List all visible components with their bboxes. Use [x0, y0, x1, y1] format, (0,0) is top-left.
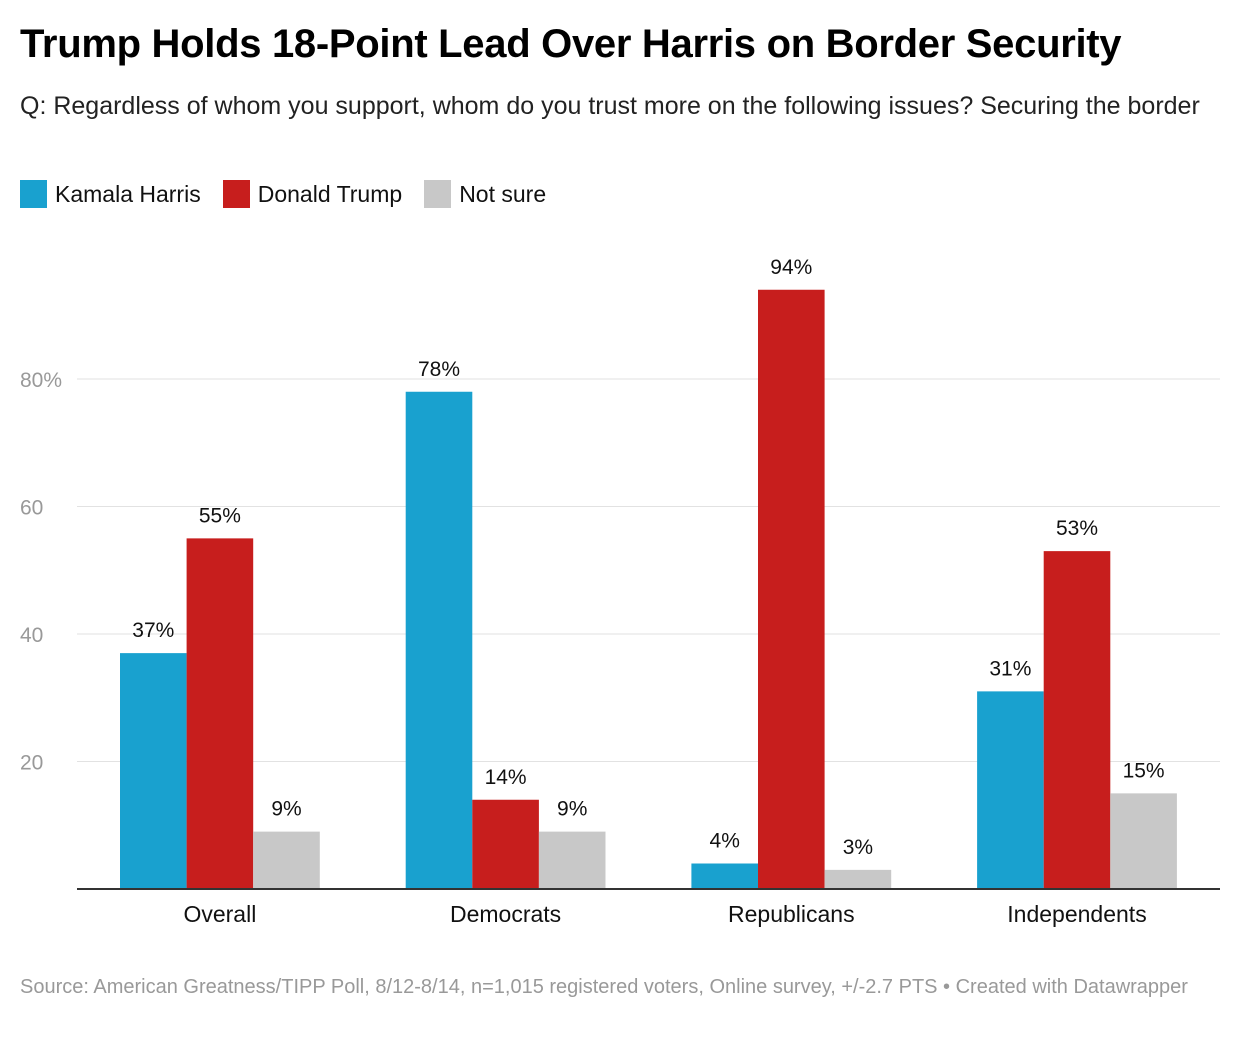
y-tick-label-60: 60	[20, 497, 43, 520]
legend-swatch-not-sure	[424, 180, 452, 208]
chart-subtitle: Q: Regardless of whom you support, whom …	[20, 92, 1200, 120]
category-label-republicans: Republicans	[728, 901, 855, 927]
bar-democrats-donald-trump	[472, 799, 539, 889]
bar-chart: 20 40 60 80% 37% 55% 9% Overall 78% 14% 9% Democrat…	[20, 256, 1220, 927]
source-note: Source: American Greatness/TIPP Poll, 8/…	[20, 976, 1188, 998]
bar-independents-kamala-harris	[977, 691, 1044, 889]
value-label-democrats-kamala-harris: 78%	[418, 358, 460, 381]
value-label-democrats-not-sure: 9%	[557, 798, 587, 821]
value-label-independents-not-sure: 15%	[1123, 759, 1165, 782]
value-label-republicans-not-sure: 3%	[843, 836, 873, 859]
value-label-independents-kamala-harris: 31%	[989, 657, 1031, 680]
category-label-democrats: Democrats	[450, 901, 561, 927]
bar-republicans-not-sure	[824, 869, 892, 889]
y-tick-label-20: 20	[20, 752, 43, 775]
legend: Kamala Harris Donald Trump Not sure	[20, 180, 568, 208]
bar-overall-kamala-harris	[120, 653, 187, 889]
legend-label-harris: Kamala Harris	[55, 180, 201, 207]
category-label-overall: Overall	[183, 901, 256, 927]
legend-swatch-harris	[20, 180, 47, 208]
legend-label-not-sure: Not sure	[459, 180, 547, 207]
legend-item-trump: Donald Trump	[222, 180, 403, 208]
value-label-overall-donald-trump: 55%	[199, 504, 241, 527]
y-tick-label-80: 80%	[20, 369, 62, 392]
bar-democrats-not-sure	[538, 831, 606, 889]
value-label-republicans-donald-trump: 94%	[770, 256, 812, 279]
legend-label-trump: Donald Trump	[257, 180, 403, 207]
value-label-overall-kamala-harris: 37%	[132, 619, 174, 642]
bar-republicans-donald-trump	[758, 289, 825, 889]
legend-swatch-trump	[222, 180, 250, 208]
value-label-overall-not-sure: 9%	[271, 798, 301, 821]
bar-overall-donald-trump	[186, 538, 254, 889]
bar-overall-not-sure	[253, 831, 320, 889]
value-label-republicans-kamala-harris: 4%	[710, 830, 740, 853]
value-label-independents-donald-trump: 53%	[1056, 517, 1098, 540]
y-tick-label-40: 40	[20, 624, 43, 647]
bar-independents-not-sure	[1110, 793, 1177, 889]
bar-independents-donald-trump	[1043, 551, 1111, 889]
chart-title: Trump Holds 18-Point Lead Over Harris on…	[20, 22, 1122, 66]
legend-item-not-sure: Not sure	[424, 180, 546, 208]
legend-item-harris: Kamala Harris	[20, 180, 201, 208]
category-label-independents: Independents	[1007, 901, 1146, 927]
bar-republicans-kamala-harris	[691, 863, 758, 889]
bar-democrats-kamala-harris	[405, 391, 473, 889]
value-label-democrats-donald-trump: 14%	[485, 766, 527, 789]
